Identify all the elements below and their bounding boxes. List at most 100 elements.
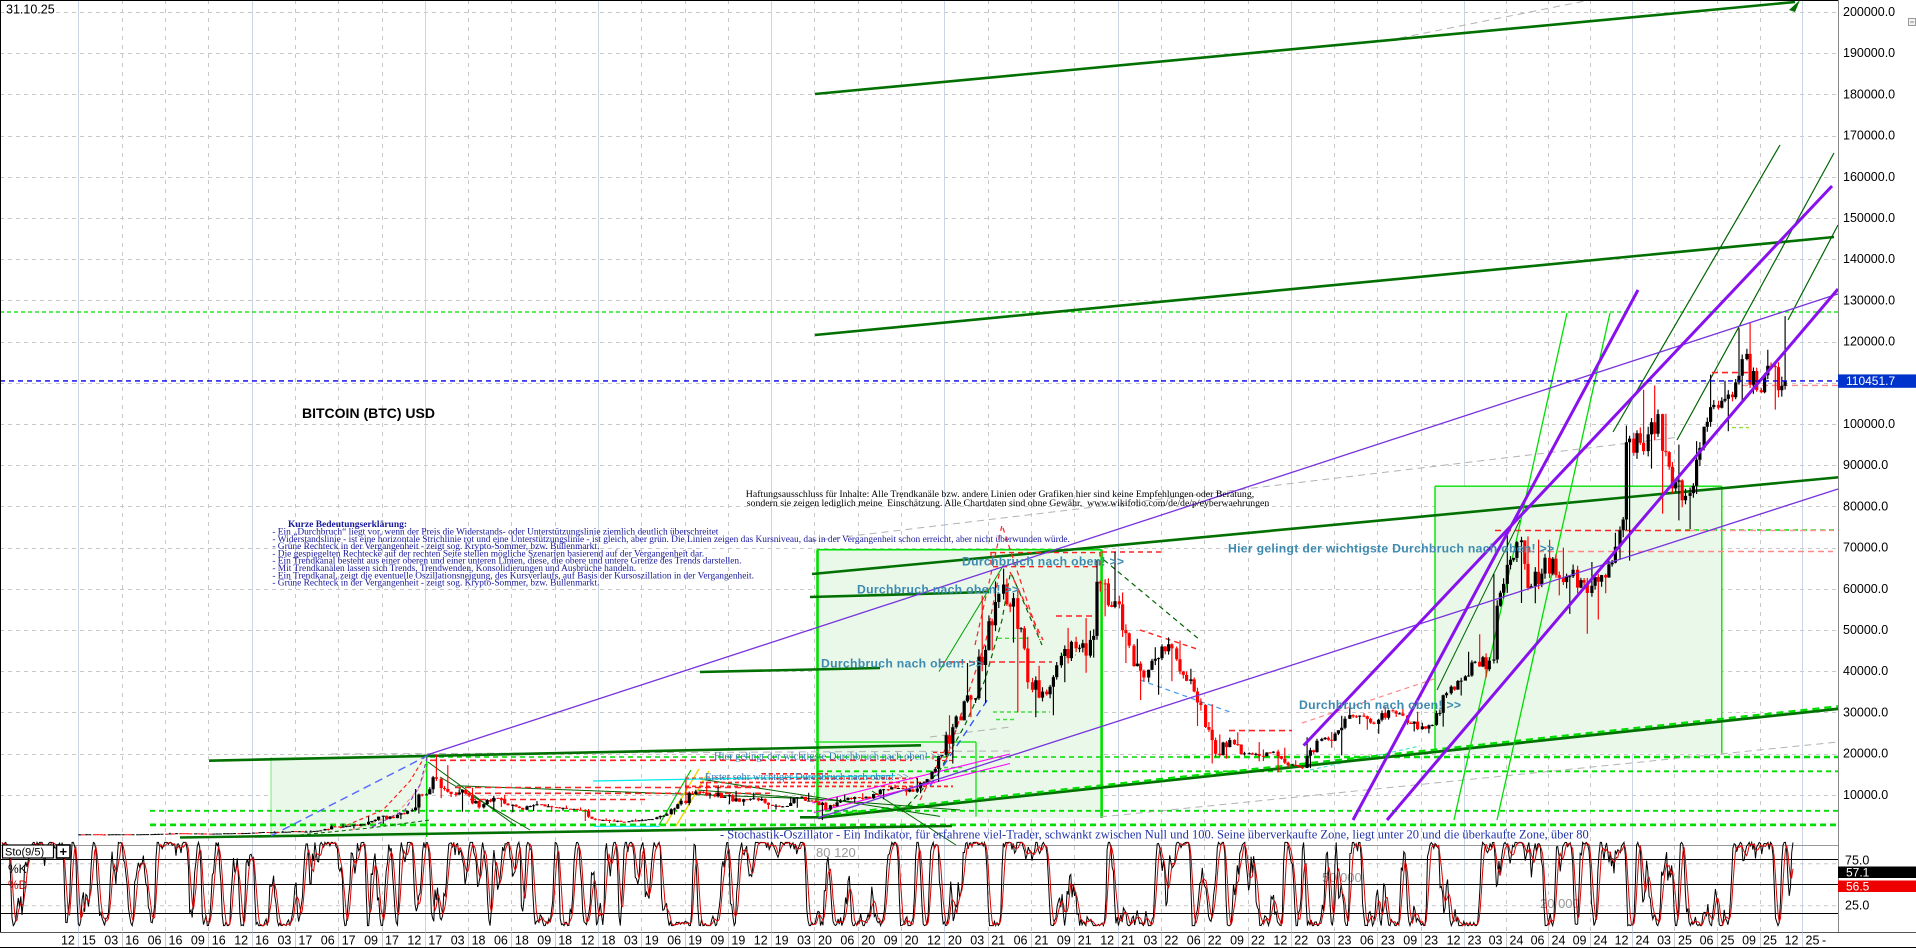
- svg-text:16: 16: [255, 934, 269, 948]
- svg-text:20 000: 20 000: [1540, 896, 1580, 911]
- svg-text:03: 03: [797, 934, 811, 948]
- svg-text:03: 03: [970, 934, 984, 948]
- svg-text:170000.0: 170000.0: [1843, 129, 1895, 143]
- svg-text:75.0: 75.0: [1845, 854, 1869, 868]
- svg-text:03: 03: [104, 934, 118, 948]
- svg-text:03: 03: [1317, 934, 1331, 948]
- svg-text:06: 06: [1187, 934, 1201, 948]
- svg-text:160000.0: 160000.0: [1843, 170, 1895, 184]
- svg-text:Sto(9/5): Sto(9/5): [5, 847, 44, 859]
- svg-text:06: 06: [840, 934, 854, 948]
- svg-text:Hier gelingt der wichtigste Du: Hier gelingt der wichtigste Durchbruch n…: [714, 752, 943, 763]
- svg-text:90000.0: 90000.0: [1843, 458, 1888, 472]
- svg-text:12: 12: [61, 934, 75, 948]
- svg-text:24: 24: [1552, 934, 1566, 948]
- svg-text:80000.0: 80000.0: [1843, 499, 1888, 513]
- svg-text:180000.0: 180000.0: [1843, 87, 1895, 101]
- svg-text:BITCOIN (BTC) USD: BITCOIN (BTC) USD: [302, 405, 435, 421]
- svg-text:Durchbruch nach oben! >>: Durchbruch nach oben! >>: [857, 583, 1019, 597]
- svg-text:09: 09: [710, 934, 724, 948]
- svg-text:20000.0: 20000.0: [1843, 747, 1888, 761]
- svg-text:- Mit Trendkanälen lassen sich: - Mit Trendkanälen lassen sich Trends, T…: [270, 564, 636, 574]
- svg-text:09: 09: [1403, 934, 1417, 948]
- svg-text:22: 22: [1251, 934, 1265, 948]
- svg-text:Erster sehr wichtiger Durchbru: Erster sehr wichtiger Durchbruch nach ob…: [705, 772, 909, 783]
- svg-text:19: 19: [731, 934, 745, 948]
- svg-text:22: 22: [1164, 934, 1178, 948]
- svg-text:22: 22: [1294, 934, 1308, 948]
- svg-text:25: 25: [1678, 934, 1692, 948]
- svg-text:16: 16: [169, 934, 183, 948]
- svg-text:23: 23: [1381, 934, 1395, 948]
- svg-text:09: 09: [1230, 934, 1244, 948]
- svg-text:- Grüne Rechteck in der Vergan: - Grüne Rechteck in der Vergangenheit - …: [270, 542, 599, 552]
- svg-text:16: 16: [212, 934, 226, 948]
- svg-text:20: 20: [948, 934, 962, 948]
- svg-text:25: 25: [1806, 934, 1820, 948]
- svg-text:03: 03: [451, 934, 465, 948]
- svg-text:21: 21: [1078, 934, 1092, 948]
- svg-text:100000.0: 100000.0: [1843, 417, 1895, 431]
- svg-text:57.1: 57.1: [1846, 866, 1870, 880]
- svg-text:19: 19: [688, 934, 702, 948]
- svg-text:21: 21: [1121, 934, 1135, 948]
- svg-text:12: 12: [581, 934, 595, 948]
- svg-text:110451.7: 110451.7: [1846, 374, 1895, 388]
- svg-text:19: 19: [645, 934, 659, 948]
- svg-text:09: 09: [537, 934, 551, 948]
- svg-text:70000.0: 70000.0: [1843, 541, 1888, 555]
- svg-text:Kurze Bedeutungserklärung:: Kurze Bedeutungserklärung:: [288, 520, 407, 530]
- svg-text:12: 12: [754, 934, 768, 948]
- svg-text:09: 09: [884, 934, 898, 948]
- svg-text:03: 03: [1489, 934, 1503, 948]
- svg-text:Haftungsausschluss für Inhalte: Haftungsausschluss für Inhalte: Alle Tre…: [746, 489, 1254, 500]
- svg-text:21: 21: [1035, 934, 1049, 948]
- svg-text:25: 25: [1763, 934, 1777, 948]
- svg-text:03: 03: [1657, 934, 1671, 948]
- svg-text:03: 03: [1143, 934, 1157, 948]
- svg-text:60000.0: 60000.0: [1843, 582, 1888, 596]
- svg-text:Hier gelingt der wichtigste Du: Hier gelingt der wichtigste Durchbruch n…: [1228, 542, 1554, 556]
- svg-text:23: 23: [1338, 934, 1352, 948]
- svg-text:Durchbruch nach oben! >>: Durchbruch nach oben! >>: [1299, 698, 1461, 712]
- svg-text:-: -: [1822, 934, 1826, 948]
- svg-text:25: 25: [1721, 934, 1735, 948]
- svg-text:120000.0: 120000.0: [1843, 335, 1895, 349]
- svg-text:06: 06: [1014, 934, 1028, 948]
- svg-text:12: 12: [1615, 934, 1629, 948]
- svg-text:15: 15: [82, 934, 96, 948]
- svg-text:17: 17: [428, 934, 442, 948]
- svg-text:24: 24: [1636, 934, 1650, 948]
- svg-text:- Widerstandslinie - ist eine: - Widerstandslinie - ist eine horizontal…: [270, 535, 1070, 545]
- svg-text:17: 17: [385, 934, 399, 948]
- svg-text:06: 06: [494, 934, 508, 948]
- svg-text:31.10.25: 31.10.25: [6, 3, 55, 17]
- svg-text:06: 06: [321, 934, 335, 948]
- svg-text:12: 12: [1447, 934, 1461, 948]
- svg-text:03: 03: [277, 934, 291, 948]
- svg-text:18: 18: [472, 934, 486, 948]
- svg-text:200000.0: 200000.0: [1843, 5, 1895, 19]
- svg-text:06: 06: [1531, 934, 1545, 948]
- svg-text:56.5: 56.5: [1846, 880, 1870, 894]
- svg-text:%K: %K: [8, 862, 27, 876]
- svg-text:%D: %D: [8, 878, 28, 892]
- svg-text:80 120: 80 120: [816, 845, 856, 860]
- svg-text:140000.0: 140000.0: [1843, 252, 1895, 266]
- svg-text:20: 20: [818, 934, 832, 948]
- svg-text:21: 21: [991, 934, 1005, 948]
- svg-text:10000.0: 10000.0: [1843, 788, 1888, 802]
- svg-text:20: 20: [861, 934, 875, 948]
- svg-text:- Stochastik-Oszillator - Ein: - Stochastik-Oszillator - Ein Indikator,…: [720, 828, 1589, 842]
- svg-text:17: 17: [298, 934, 312, 948]
- svg-text:- Ein „Durchbruch“ liegt vor,: - Ein „Durchbruch“ liegt vor, wenn der P…: [270, 528, 719, 538]
- svg-text:18: 18: [515, 934, 529, 948]
- svg-text:20: 20: [905, 934, 919, 948]
- svg-text:24: 24: [1510, 934, 1524, 948]
- svg-text:12: 12: [407, 934, 421, 948]
- svg-text:09: 09: [1742, 934, 1756, 948]
- svg-text:09: 09: [1573, 934, 1587, 948]
- svg-text:- Ein Trendkanal, zeigt die ev: - Ein Trendkanal, zeigt die eventuelle O…: [270, 570, 754, 581]
- svg-text:12: 12: [1785, 934, 1799, 948]
- svg-text:- Grüne Rechteck in der Vergan: - Grüne Rechteck in der Vergangenheit - …: [270, 579, 599, 589]
